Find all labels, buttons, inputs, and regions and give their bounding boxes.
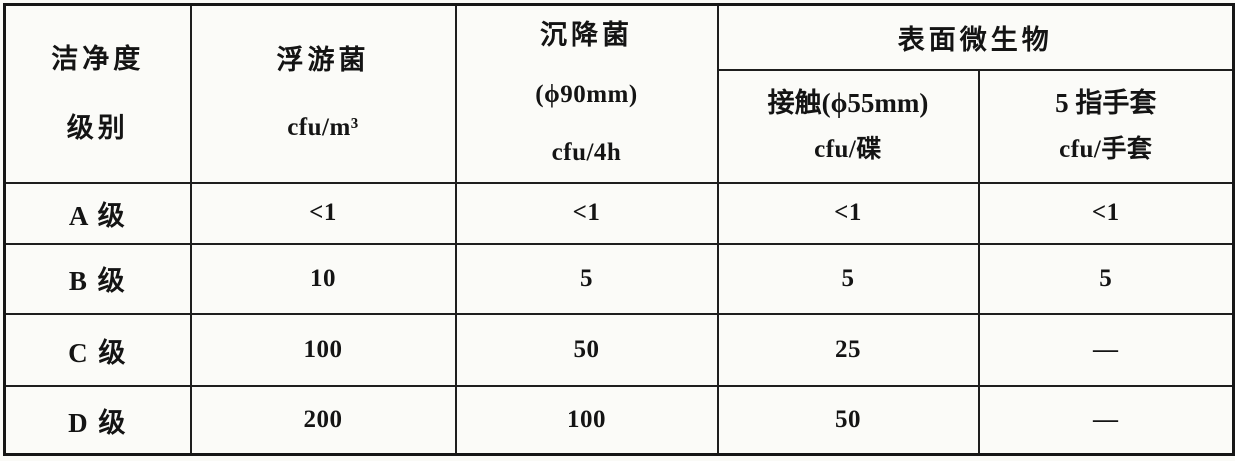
header-settling-bacteria-diameter: (ϕ90mm) [535, 80, 638, 108]
cell-grade-d-glove: — [977, 385, 1235, 456]
cell-grade-c-contact: 25 [716, 312, 980, 388]
header-settling-bacteria: 沉降菌 (ϕ90mm) cfu/4h [454, 3, 719, 184]
cell-grade-b-glove: 5 [977, 242, 1235, 315]
cell-grade-b-settling: 5 [454, 242, 719, 315]
header-group-surface-microorganisms: 表面微生物 [716, 3, 1235, 71]
cell-grade-c-glove: — [977, 312, 1235, 388]
header-settling-bacteria-unit: cfu/4h [551, 138, 622, 166]
row-label-grade-b: B 级 [3, 242, 192, 315]
cell-grade-c-airborne: 100 [189, 312, 457, 388]
header-cleanliness-level-line1: 洁净度 [51, 43, 145, 74]
table-row-grade-c: C 级 100 50 25 — [3, 312, 1235, 388]
header-airborne-bacteria: 浮游菌 cfu/m³ [189, 3, 457, 184]
table-row-grade-d: D 级 200 100 50 — [3, 385, 1235, 456]
cell-grade-d-settling: 100 [454, 385, 719, 456]
header-group-surface-microorganisms-label: 表面微生物 [897, 24, 1053, 55]
row-label-grade-a: A 级 [3, 181, 192, 245]
header-contact-plate-name: 接触(ϕ55mm) [767, 87, 929, 118]
header-cleanliness-level-line2: 级别 [66, 112, 129, 143]
cell-grade-d-airborne: 200 [189, 385, 457, 456]
cleanliness-microbial-limits-table: 洁净度 级别 浮游菌 cfu/m³ 沉降菌 (ϕ90mm) cfu/4h 表面微… [3, 3, 1235, 456]
cell-grade-a-contact: <1 [716, 181, 980, 245]
header-cleanliness-level: 洁净度 级别 [3, 3, 192, 184]
cell-grade-d-contact: 50 [716, 385, 980, 456]
cell-grade-a-airborne: <1 [189, 181, 457, 245]
cell-grade-a-glove: <1 [977, 181, 1235, 245]
header-five-finger-glove-unit: cfu/手套 [1059, 135, 1153, 163]
cell-grade-b-airborne: 10 [189, 242, 457, 315]
cell-grade-c-settling: 50 [454, 312, 719, 388]
cell-grade-b-contact: 5 [716, 242, 980, 315]
table-row-grade-a: A 级 <1 <1 <1 <1 [3, 181, 1235, 245]
header-five-finger-glove-name: 5 指手套 [1055, 87, 1157, 118]
header-airborne-bacteria-name: 浮游菌 [276, 44, 370, 75]
header-contact-plate: 接触(ϕ55mm) cfu/碟 [716, 68, 980, 184]
header-settling-bacteria-name: 沉降菌 [540, 20, 633, 50]
header-airborne-bacteria-unit: cfu/m³ [287, 114, 359, 142]
table-row-grade-b: B 级 10 5 5 5 [3, 242, 1235, 315]
row-label-grade-d: D 级 [3, 385, 192, 456]
row-label-grade-c: C 级 [3, 312, 192, 388]
header-contact-plate-unit: cfu/碟 [814, 135, 882, 163]
header-five-finger-glove: 5 指手套 cfu/手套 [977, 68, 1235, 184]
cell-grade-a-settling: <1 [454, 181, 719, 245]
